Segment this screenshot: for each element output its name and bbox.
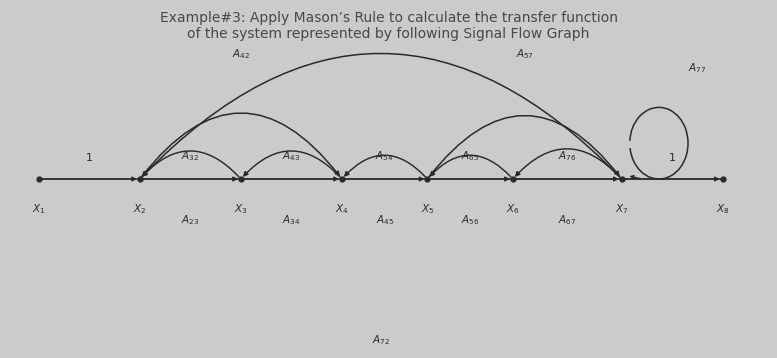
Text: $\mathit{A_{76}}$: $\mathit{A_{76}}$ <box>558 149 577 163</box>
Text: $\mathit{A_{56}}$: $\mathit{A_{56}}$ <box>461 213 479 227</box>
Text: Example#3: Apply Mason’s Rule to calculate the transfer function
of the system r: Example#3: Apply Mason’s Rule to calcula… <box>159 11 618 41</box>
Text: $\mathit{A_{45}}$: $\mathit{A_{45}}$ <box>375 213 394 227</box>
Text: $\mathit{X_5}$: $\mathit{X_5}$ <box>420 202 434 216</box>
Text: $\mathit{A_{34}}$: $\mathit{A_{34}}$ <box>282 213 301 227</box>
Text: $\mathit{A_{54}}$: $\mathit{A_{54}}$ <box>375 149 394 163</box>
Text: $\mathit{X_3}$: $\mathit{X_3}$ <box>234 202 248 216</box>
Text: $\mathit{A_{23}}$: $\mathit{A_{23}}$ <box>181 213 200 227</box>
Text: $\mathit{X_4}$: $\mathit{X_4}$ <box>335 202 349 216</box>
Text: $\mathit{A_{77}}$: $\mathit{A_{77}}$ <box>688 61 706 75</box>
Text: $\mathit{A_{42}}$: $\mathit{A_{42}}$ <box>232 47 250 61</box>
Text: $\mathit{X_1}$: $\mathit{X_1}$ <box>32 202 46 216</box>
Text: 1: 1 <box>668 153 676 163</box>
Text: $\mathit{X_8}$: $\mathit{X_8}$ <box>716 202 730 216</box>
Text: $\mathit{A_{32}}$: $\mathit{A_{32}}$ <box>181 149 200 163</box>
Text: $\mathit{X_7}$: $\mathit{X_7}$ <box>615 202 629 216</box>
Text: $\mathit{A_{65}}$: $\mathit{A_{65}}$ <box>461 149 479 163</box>
Text: $\mathit{X_6}$: $\mathit{X_6}$ <box>506 202 520 216</box>
Text: $\mathit{A_{67}}$: $\mathit{A_{67}}$ <box>558 213 577 227</box>
Text: $\mathit{A_{57}}$: $\mathit{A_{57}}$ <box>516 47 533 61</box>
Text: $\mathit{A_{72}}$: $\mathit{A_{72}}$ <box>371 333 390 347</box>
Text: $\mathit{A_{43}}$: $\mathit{A_{43}}$ <box>282 149 301 163</box>
Text: $\mathit{X_2}$: $\mathit{X_2}$ <box>133 202 147 216</box>
Text: 1: 1 <box>85 153 93 163</box>
